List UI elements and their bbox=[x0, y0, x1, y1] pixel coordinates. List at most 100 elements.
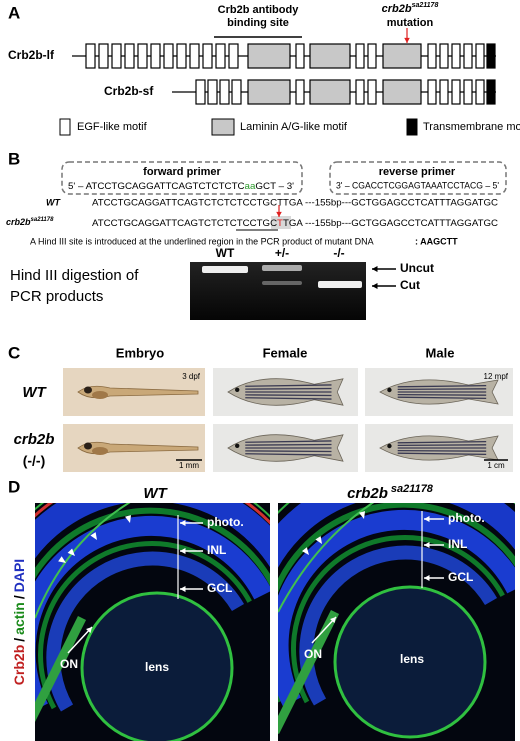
primer-box bbox=[329, 161, 507, 195]
wt-label: WT bbox=[46, 197, 61, 207]
arrow-head bbox=[372, 283, 378, 289]
egf-motif bbox=[98, 43, 109, 69]
allele: sa21178 bbox=[412, 2, 439, 9]
arrow-head bbox=[276, 211, 282, 217]
panel-label: B bbox=[8, 149, 20, 168]
egf-motif bbox=[439, 43, 449, 69]
highlight bbox=[271, 216, 291, 229]
egf-motif bbox=[427, 43, 437, 69]
antibody-site: binding site bbox=[227, 17, 289, 29]
yolk bbox=[92, 447, 108, 455]
arrowhead-marker bbox=[301, 547, 309, 555]
laminin-motif bbox=[247, 79, 291, 105]
seq-mismatch: aa bbox=[245, 181, 257, 192]
laminin-motif bbox=[247, 43, 291, 69]
egf-motif bbox=[355, 79, 365, 105]
egf-motif bbox=[231, 79, 242, 105]
arrow-head bbox=[424, 516, 430, 522]
column-header: Female bbox=[263, 345, 308, 360]
stripe bbox=[397, 388, 487, 391]
micrograph-content bbox=[278, 503, 515, 739]
primer-title: forward primer bbox=[143, 166, 221, 178]
stain: DAPI bbox=[11, 559, 27, 592]
optic-nerve bbox=[278, 609, 340, 735]
stripe bbox=[397, 452, 487, 456]
arrow-head bbox=[180, 548, 186, 554]
column-header: Embryo bbox=[116, 345, 164, 360]
laminin-motif bbox=[382, 43, 422, 69]
egf-motif bbox=[295, 43, 305, 69]
eye bbox=[235, 387, 240, 392]
egf-motif bbox=[295, 79, 305, 105]
micrograph-content bbox=[35, 503, 270, 741]
egf-motif bbox=[215, 43, 226, 69]
arrow-head bbox=[180, 586, 186, 592]
arrowhead-marker bbox=[125, 515, 132, 523]
stripe bbox=[245, 397, 332, 400]
egf-motif bbox=[219, 79, 230, 105]
eye bbox=[84, 386, 92, 394]
transmembrane-motif bbox=[486, 43, 496, 69]
egf-motif bbox=[85, 43, 96, 69]
egf-motif bbox=[451, 43, 461, 69]
gene: crb2b bbox=[347, 485, 388, 502]
structure-label: ON bbox=[304, 647, 322, 661]
overlay-labels: photo. INL GCL ON lens photo. INL GCL ON lens bbox=[58, 511, 485, 674]
lens bbox=[333, 585, 487, 739]
legend-label: Transmembrane motif bbox=[423, 121, 520, 133]
egf-motif bbox=[427, 79, 437, 105]
structure-label: lens bbox=[400, 652, 424, 666]
age-label: 3 dpf bbox=[182, 372, 201, 381]
gel-title: PCR products bbox=[10, 288, 103, 305]
mutation-label: mutation bbox=[387, 17, 434, 29]
gel-title: Hind III digestion of bbox=[10, 267, 139, 284]
mutant-sequence: ATCCTGCAGGATTCAGTCTCTCTCCTGC TTGA ---155b… bbox=[92, 218, 498, 229]
isoform-label: Crb2b-sf bbox=[104, 84, 154, 98]
rpe-layer bbox=[35, 503, 270, 518]
stain-label: Crb2b / actin / DAPI bbox=[11, 559, 27, 685]
laminin-motif bbox=[309, 79, 351, 105]
vessel bbox=[35, 503, 131, 619]
eye bbox=[387, 387, 392, 393]
arrowhead-marker bbox=[90, 532, 97, 540]
seq: TGA ---155bp---GCTGGAGCCTCATTTAGGATGC bbox=[283, 218, 498, 229]
stripe bbox=[397, 396, 487, 400]
image-title: crb2b sa21178 bbox=[347, 483, 434, 502]
layer-label: GCL bbox=[207, 581, 232, 595]
stripe bbox=[397, 449, 487, 452]
layer bbox=[291, 534, 505, 704]
primer-title: reverse primer bbox=[379, 166, 456, 178]
primer-sequence: 5' – ATCCTGCAGGATTCAGTCTCTCTC aaGCT – 3' bbox=[68, 181, 294, 192]
band bbox=[262, 265, 302, 271]
arrow bbox=[311, 616, 337, 644]
band bbox=[202, 266, 248, 273]
isoform-label: Crb2b-lf bbox=[8, 48, 55, 62]
shapes: 3 dpf 12 mpf 1 mm 1 cm bbox=[35, 28, 515, 741]
arrowhead-marker bbox=[359, 511, 366, 519]
egf-motif bbox=[207, 79, 218, 105]
stripe bbox=[397, 444, 487, 447]
scale-label: 1 cm bbox=[487, 461, 505, 470]
egf-motif bbox=[150, 43, 161, 69]
layer bbox=[46, 551, 245, 712]
arrow-head bbox=[86, 627, 92, 634]
row-label: crb2b bbox=[14, 431, 55, 448]
stripe bbox=[245, 387, 332, 390]
lens bbox=[80, 591, 234, 741]
egf-motif bbox=[355, 43, 365, 69]
egf-motif bbox=[475, 43, 485, 69]
antibody-site: Crb2b antibody bbox=[218, 4, 300, 16]
egf-motif bbox=[163, 43, 174, 69]
stripe bbox=[397, 384, 487, 388]
egf-motif bbox=[137, 43, 148, 69]
eye bbox=[235, 443, 240, 448]
band bbox=[318, 281, 362, 288]
egf-motif bbox=[176, 43, 187, 69]
optic-nerve bbox=[35, 615, 87, 723]
layer bbox=[278, 503, 515, 703]
stripe bbox=[397, 440, 487, 444]
egf-motif bbox=[111, 43, 122, 69]
stripe bbox=[245, 450, 332, 453]
layer-label: INL bbox=[448, 537, 467, 551]
layer bbox=[278, 503, 515, 568]
